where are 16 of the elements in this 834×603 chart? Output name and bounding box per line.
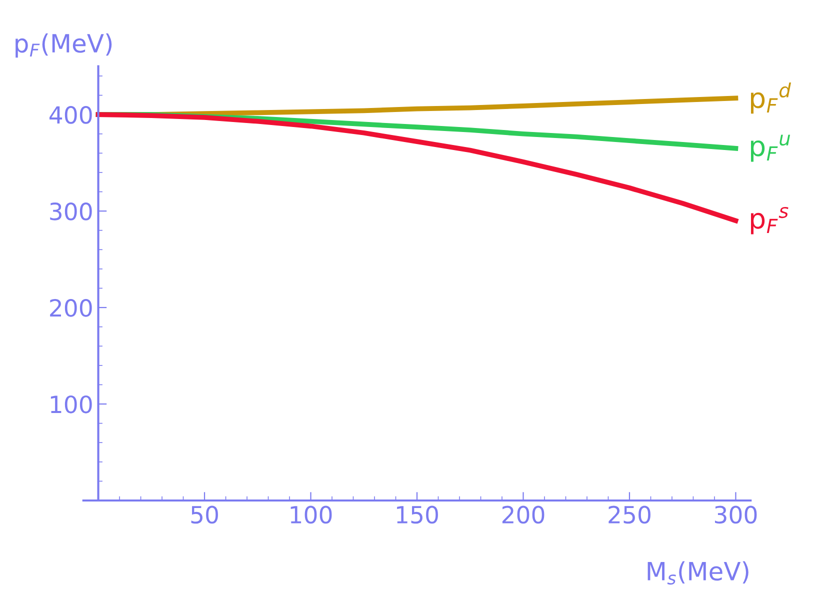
x-tick-label: 50 <box>191 506 218 524</box>
series-label: p$_{F}$$^{d}$ <box>750 82 792 114</box>
y-tick-label: 100 <box>50 395 92 414</box>
x-tick-label: 200 <box>502 506 544 524</box>
x-tick-label: 250 <box>608 506 650 524</box>
x-tick-label: 300 <box>714 506 757 524</box>
x-tick-label: 150 <box>397 506 438 524</box>
y-tick-label: 300 <box>50 202 92 220</box>
y-axis-title: p$_{F}$(MeV) <box>16 33 112 58</box>
x-axis-title: M$_{s}$(MeV) <box>648 561 748 585</box>
line-series <box>96 112 738 224</box>
series-label: p$_{F}$$^{u}$ <box>750 134 790 162</box>
series-label: p$_{F}$$^{s}$ <box>750 206 788 234</box>
y-tick-label: 200 <box>50 298 92 317</box>
x-tick-label: 100 <box>290 506 332 524</box>
y-tick-label: 400 <box>50 106 92 124</box>
